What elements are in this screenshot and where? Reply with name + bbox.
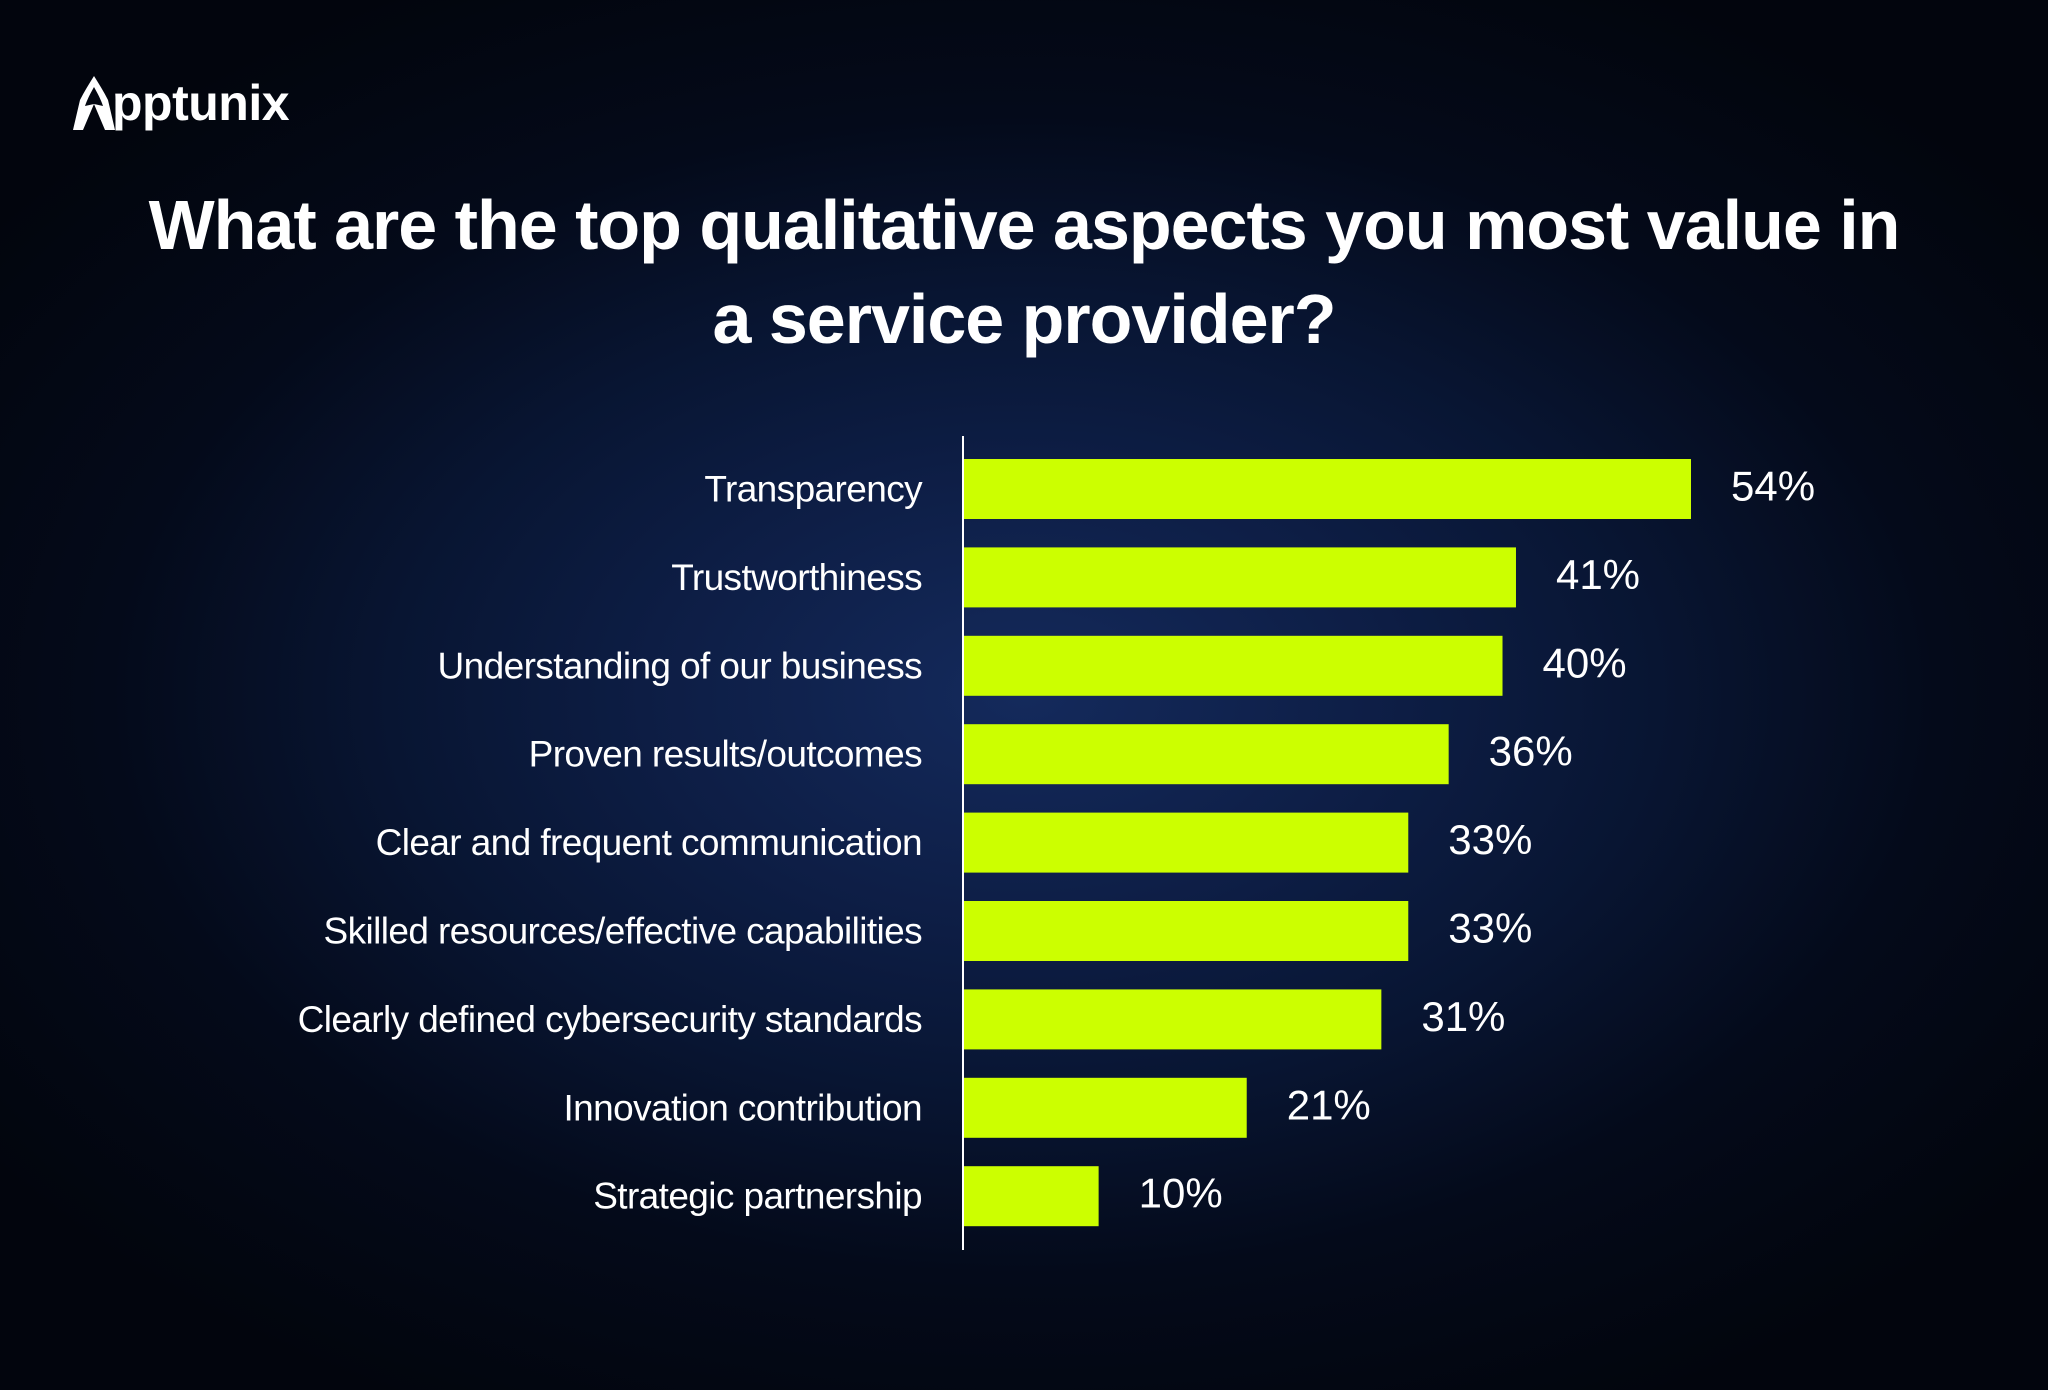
category-label-2: Trustworthiness xyxy=(671,557,922,598)
bar-4 xyxy=(964,724,1449,785)
category-label-8: Innovation contribution xyxy=(563,1087,922,1128)
category-label-1: Transparency xyxy=(704,469,923,510)
category-label-3: Understanding of our business xyxy=(438,645,923,686)
value-label-8: 21% xyxy=(1287,1081,1371,1128)
category-label-6: Skilled resources/effective capabilities xyxy=(324,911,923,952)
value-label-6: 33% xyxy=(1448,905,1532,952)
category-label-5: Clear and frequent communication xyxy=(376,822,922,863)
bar-1 xyxy=(964,459,1691,519)
bar-5 xyxy=(964,812,1409,873)
bar-2 xyxy=(964,547,1516,608)
value-label-2: 41% xyxy=(1556,551,1640,598)
category-label-7: Clearly defined cybersecurity standards xyxy=(298,999,923,1040)
bar-9 xyxy=(964,1166,1099,1227)
value-label-1: 54% xyxy=(1731,463,1815,510)
bars-layer: Transparency 54% Trustworthiness 41% Underst… xyxy=(298,459,1815,1227)
value-label-7: 31% xyxy=(1421,993,1505,1040)
value-label-4: 36% xyxy=(1489,728,1573,775)
value-label-5: 33% xyxy=(1448,816,1532,863)
category-label-4: Proven results/outcomes xyxy=(529,734,922,775)
value-label-3: 40% xyxy=(1543,639,1627,686)
bar-7 xyxy=(964,989,1382,1050)
bar-3 xyxy=(964,635,1503,696)
bar-8 xyxy=(964,1077,1247,1138)
category-label-9: Strategic partnership xyxy=(593,1176,922,1217)
brand-logo: pptunix xyxy=(72,68,290,132)
brand-name: pptunix xyxy=(112,75,290,131)
value-label-9: 10% xyxy=(1139,1170,1223,1217)
bar-6 xyxy=(964,901,1409,961)
chart-title: What are the top qualitative aspects you… xyxy=(148,186,1901,358)
apptunix-logo-icon xyxy=(73,76,115,130)
